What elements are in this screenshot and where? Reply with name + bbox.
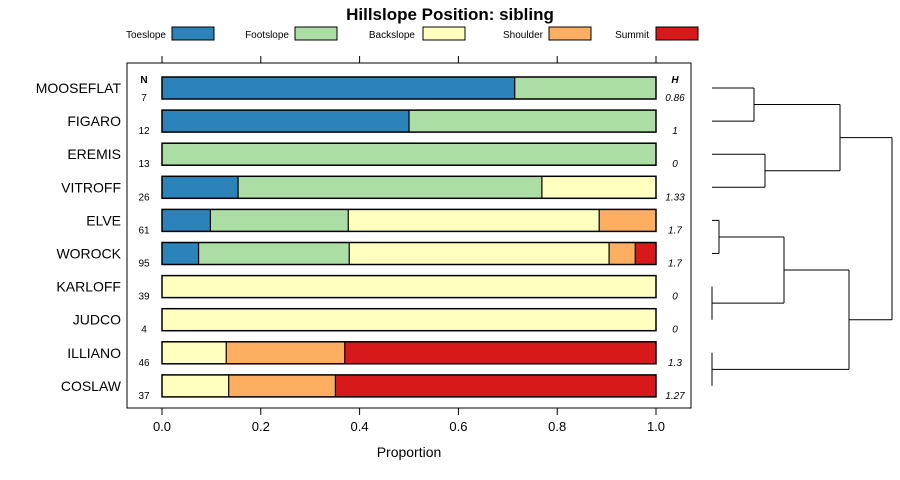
x-tick-label: 0.8 (548, 419, 566, 434)
row-h-value: 1.3 (668, 358, 682, 369)
row-label: KARLOFF (56, 279, 121, 295)
bar-outline (161, 142, 657, 166)
legend-swatch-summit (655, 26, 699, 41)
legend-swatch-backslope (422, 26, 466, 41)
row-n-value: 46 (138, 358, 150, 369)
row-label: FIGARO (67, 113, 121, 129)
bar-segment-shoulder (609, 242, 636, 265)
legend-label-summit: Summit (615, 30, 649, 41)
bar-segment-backslope (162, 374, 229, 397)
row-h-value: 0 (672, 159, 678, 170)
bar-segment-summit (344, 341, 656, 364)
legend-swatch-toeslope (171, 26, 215, 41)
row-label: JUDCO (73, 312, 121, 328)
legend-label-shoulder: Shoulder (503, 30, 544, 41)
bar-segment-backslope (348, 209, 600, 232)
row-label: ELVE (86, 212, 121, 228)
x-tick-label: 1.0 (647, 419, 665, 434)
bar-segment-backslope (541, 176, 656, 199)
bar-outline (161, 109, 657, 133)
bar-segment-summit (335, 374, 656, 397)
bar-segment-shoulder (226, 341, 345, 364)
bar-segment-shoulder (599, 209, 656, 232)
row-n-value: 7 (141, 93, 147, 104)
bar-rows: MOOSEFLAT 7 0.86 FIGARO 12 1 EREMIS 13 0 VITROFF 2… (36, 76, 685, 402)
x-tick-label: 0.4 (351, 419, 369, 434)
row-n-value: 39 (138, 292, 150, 303)
bar-segment-summit (635, 242, 656, 265)
row-h-value: 1.27 (665, 391, 685, 402)
row-h-value: 1.7 (668, 259, 682, 270)
bar-segment-toeslope (162, 77, 515, 99)
row-n-value: 61 (138, 225, 150, 236)
row-h-value: 1.33 (665, 192, 685, 203)
row-label: ILLIANO (67, 345, 121, 361)
bar-segment-footslope (409, 110, 656, 133)
x-tick-label: 0.0 (153, 419, 171, 434)
row-n-value: 13 (138, 159, 150, 170)
row-n-value: 37 (138, 391, 150, 402)
x-axis: 0.0 0.2 0.4 0.6 0.8 1.0 (153, 56, 665, 434)
legend-label-footslope: Footslope (245, 30, 289, 41)
n-header: N (140, 75, 147, 86)
row-label: WOROCK (56, 246, 121, 262)
bar-segment-footslope (198, 242, 350, 265)
x-tick-label: 0.6 (449, 419, 467, 434)
row-label: VITROFF (61, 179, 121, 195)
row-h-value: 0 (672, 325, 678, 336)
legend-label-backslope: Backslope (369, 30, 416, 41)
chart-title: Hillslope Position: sibling (346, 5, 554, 24)
plot-panel (126, 62, 692, 409)
row-n-value: 95 (138, 259, 150, 270)
bar-outline (161, 374, 657, 398)
bar-outline (161, 274, 657, 299)
x-tick-label: 0.2 (252, 419, 270, 434)
row-label: COSLAW (61, 378, 122, 394)
bar-outline (161, 175, 657, 200)
dendrogram (711, 87, 893, 386)
x-axis-label: Proportion (377, 444, 442, 460)
h-header: H (671, 75, 679, 86)
row-h-value: 1 (672, 126, 678, 137)
bar-outline (161, 241, 657, 266)
bar-segment-footslope (514, 77, 656, 99)
row-h-value: 1.7 (668, 225, 682, 236)
bar-segment-backslope (349, 242, 610, 265)
bar-segment-shoulder (228, 374, 336, 397)
bar-segment-toeslope (162, 209, 211, 232)
bar-segment-backslope (162, 308, 656, 331)
row-h-value: 0 (672, 292, 678, 303)
bar-segment-backslope (162, 275, 656, 298)
bar-outline (161, 307, 657, 332)
legend-label-toeslope: Toeslope (126, 30, 166, 41)
legend-swatch-shoulder (548, 26, 592, 41)
row-n-value: 12 (138, 126, 150, 137)
bar-segment-backslope (162, 341, 227, 364)
bar-segment-footslope (238, 176, 542, 199)
bar-outline (161, 208, 657, 233)
row-n-value: 4 (141, 325, 147, 336)
bar-segment-footslope (162, 143, 656, 166)
bar-outline (161, 341, 657, 365)
row-label: MOOSEFLAT (36, 80, 122, 96)
row-label: EREMIS (67, 146, 121, 162)
bar-outline (161, 76, 657, 100)
legend: Toeslope Footslope Backslope Shoulder Summit (126, 26, 699, 41)
row-h-value: 0.86 (665, 93, 685, 104)
row-n-value: 26 (138, 192, 150, 203)
bar-segment-toeslope (162, 242, 199, 265)
bar-segment-toeslope (162, 176, 239, 199)
bar-segment-footslope (210, 209, 349, 232)
legend-swatch-footslope (294, 26, 338, 41)
bar-segment-toeslope (162, 110, 409, 133)
